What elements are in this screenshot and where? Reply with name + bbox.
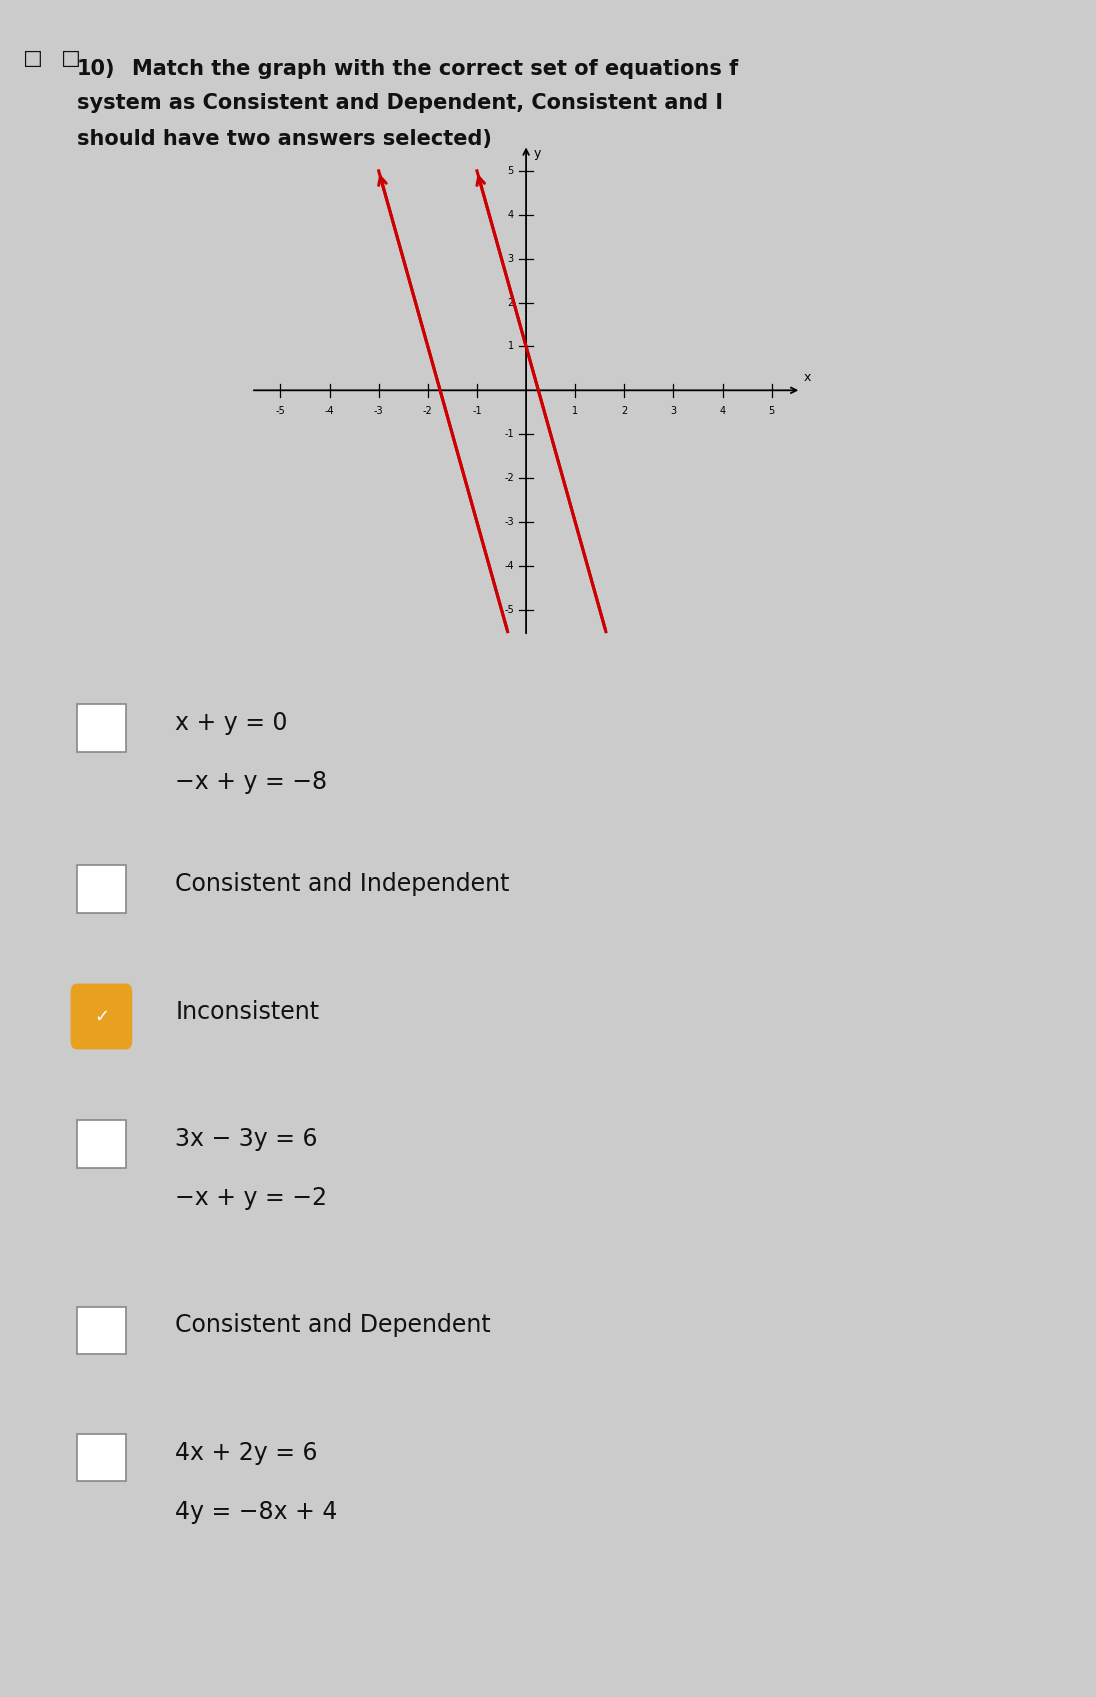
- Text: 4x + 2y = 6: 4x + 2y = 6: [175, 1441, 318, 1465]
- Text: -5: -5: [275, 406, 285, 416]
- Text: -3: -3: [374, 406, 384, 416]
- Text: 4y = −8x + 4: 4y = −8x + 4: [175, 1500, 338, 1524]
- Text: ✓: ✓: [94, 1008, 109, 1025]
- Text: 5: 5: [507, 166, 514, 176]
- Text: -5: -5: [504, 604, 514, 614]
- Text: ☐: ☐: [60, 51, 80, 71]
- Text: 1: 1: [572, 406, 579, 416]
- Text: -2: -2: [504, 473, 514, 484]
- Text: x + y = 0: x + y = 0: [175, 711, 288, 735]
- Text: 1: 1: [507, 341, 514, 351]
- Text: should have two answers selected): should have two answers selected): [77, 129, 492, 149]
- Text: 4: 4: [720, 406, 726, 416]
- Text: y: y: [534, 146, 540, 160]
- Text: 3: 3: [507, 253, 514, 263]
- Text: 5: 5: [768, 406, 775, 416]
- Text: 10): 10): [77, 59, 115, 80]
- Text: 3x − 3y = 6: 3x − 3y = 6: [175, 1127, 318, 1151]
- Text: −x + y = −8: −x + y = −8: [175, 770, 328, 794]
- Text: Consistent and Independent: Consistent and Independent: [175, 872, 510, 896]
- Text: −x + y = −2: −x + y = −2: [175, 1186, 328, 1210]
- Text: -4: -4: [504, 562, 514, 570]
- Text: 2: 2: [621, 406, 628, 416]
- Text: system as Consistent and Dependent, Consistent and I: system as Consistent and Dependent, Cons…: [77, 93, 722, 114]
- Text: -1: -1: [504, 429, 514, 440]
- Text: -4: -4: [324, 406, 334, 416]
- Text: 2: 2: [507, 297, 514, 307]
- Text: Consistent and Dependent: Consistent and Dependent: [175, 1313, 491, 1337]
- Text: -2: -2: [423, 406, 433, 416]
- Text: -3: -3: [504, 518, 514, 528]
- Text: 4: 4: [507, 210, 514, 219]
- Text: ☐: ☐: [22, 51, 42, 71]
- Text: x: x: [803, 370, 811, 384]
- Text: Match the graph with the correct set of equations f: Match the graph with the correct set of …: [132, 59, 738, 80]
- Text: -1: -1: [472, 406, 482, 416]
- Text: 3: 3: [671, 406, 676, 416]
- Text: Inconsistent: Inconsistent: [175, 1000, 320, 1023]
